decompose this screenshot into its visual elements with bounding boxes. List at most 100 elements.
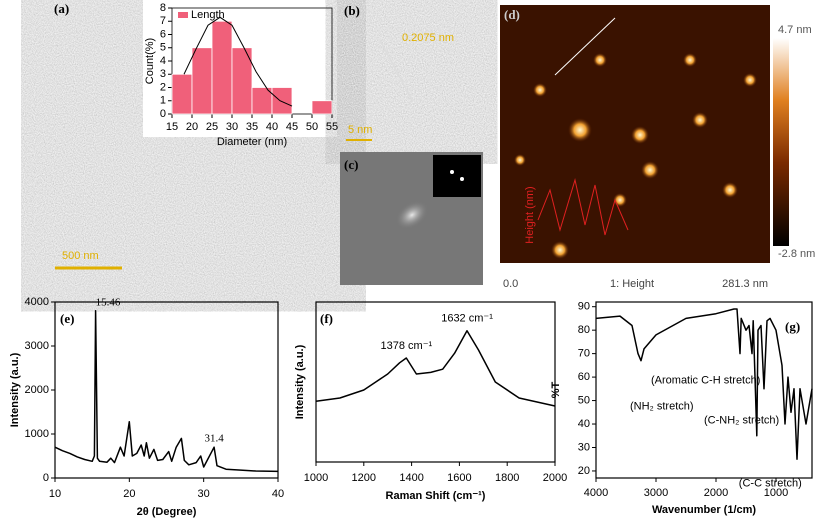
y-tick-label: 20 — [578, 465, 590, 477]
y-tick-label: 2000 — [25, 384, 49, 396]
x-tick-label: 45 — [286, 121, 298, 133]
plot-frame — [54, 301, 279, 479]
colorbar — [773, 38, 789, 246]
y-tick-label: 50 — [578, 394, 590, 406]
plot-frame — [315, 301, 556, 463]
y-tick-label: 1 — [160, 95, 166, 107]
y-tick-label: 0 — [160, 108, 166, 120]
d-spacing: 0.2075 nm — [402, 32, 454, 44]
fft-glow — [395, 200, 429, 230]
plot-frame — [595, 301, 813, 479]
bar — [171, 73, 193, 115]
x-tick-label: 2000 — [704, 487, 728, 499]
fft-inset — [433, 155, 481, 197]
panel-label: (g) — [785, 319, 800, 334]
panel-label: (c) — [344, 157, 358, 172]
x-tick-label: 40 — [272, 488, 284, 500]
annotation: (C-C stretch) — [739, 477, 802, 489]
x-tick-label: 20 — [123, 488, 135, 500]
bar — [191, 47, 213, 115]
x-tick-label: 50 — [306, 121, 318, 133]
bar — [211, 20, 233, 115]
spot — [460, 177, 464, 181]
y-tick-label: 70 — [578, 348, 590, 360]
x-axis-label: 2θ (Degree) — [137, 506, 197, 518]
bar — [311, 100, 333, 115]
y-tick-label: 3000 — [25, 340, 49, 352]
x-tick-label: 1400 — [399, 472, 423, 484]
y-tick-label: 60 — [578, 371, 590, 383]
colorbar-min: -2.8 nm — [778, 248, 815, 260]
colorbar-max: 4.7 nm — [778, 24, 812, 36]
annotation: 31.4 — [204, 433, 224, 445]
line — [595, 308, 813, 460]
x-tick-label: 25 — [206, 121, 218, 133]
y-tick-label: 3 — [160, 68, 166, 80]
bar — [271, 87, 293, 115]
x-tick-label: 55 — [326, 121, 338, 133]
y-tick-label: 90 — [578, 301, 590, 313]
lattice-line — [379, 39, 413, 101]
hrtem-image — [340, 0, 483, 149]
y-tick-label: 2 — [160, 81, 166, 93]
y-tick-label: 0 — [43, 472, 49, 484]
x-tick-label: 30 — [226, 121, 238, 133]
inset-y-label: Height (nm) — [524, 186, 536, 243]
y-tick-label: 5 — [160, 42, 166, 54]
scale-label: 500 nm — [62, 250, 99, 262]
y-tick-label: 7 — [160, 15, 166, 27]
x-start: 0.0 — [503, 278, 518, 290]
panel-label: (b) — [344, 3, 360, 18]
panel-label: (d) — [504, 7, 520, 22]
height-profile — [537, 178, 629, 236]
panel-label: (e) — [60, 311, 74, 326]
x-tick-label: 1000 — [764, 487, 788, 499]
y-axis-label: Intensity (a.u.) — [9, 352, 21, 427]
annotation: (C-NH₂ stretch) — [704, 414, 779, 426]
x-tick-label: 1600 — [447, 472, 471, 484]
afm-spots — [514, 53, 757, 259]
y-axis-label: Count(%) — [144, 38, 156, 84]
annotation: 1378 cm⁻¹ — [381, 340, 433, 352]
y-tick-label: 80 — [578, 324, 590, 336]
x-tick-label: 30 — [198, 488, 210, 500]
x-tick-label: 1800 — [495, 472, 519, 484]
panel-label: (a) — [54, 1, 69, 16]
legend-label: Length — [191, 9, 225, 21]
y-tick-label: 6 — [160, 28, 166, 40]
x-end: 281.3 nm — [722, 278, 768, 290]
x-axis-label: Diameter (nm) — [217, 136, 287, 148]
annotation: 1632 cm⁻¹ — [441, 313, 493, 325]
y-tick-label: 40 — [578, 418, 590, 430]
x-tick-label: 3000 — [644, 487, 668, 499]
scale-label: 5 nm — [348, 124, 372, 136]
panel-label: (f) — [320, 311, 333, 326]
legend-swatch — [178, 12, 188, 18]
profile-line — [554, 17, 616, 76]
y-tick-label: 4000 — [25, 296, 49, 308]
x-tick-label: 2000 — [543, 472, 567, 484]
y-tick-label: 4 — [160, 55, 166, 67]
bar — [231, 47, 253, 115]
x-tick-label: 10 — [49, 488, 61, 500]
channel: 1: Height — [610, 278, 654, 290]
annotation: (NH₂ stretch) — [630, 401, 694, 413]
x-tick-label: 20 — [186, 121, 198, 133]
x-tick-label: 1200 — [352, 472, 376, 484]
line — [54, 310, 279, 473]
line — [315, 330, 556, 407]
x-tick-label: 1000 — [304, 472, 328, 484]
y-tick-label: 1000 — [25, 428, 49, 440]
x-axis-label: Raman Shift (cm⁻¹) — [386, 490, 486, 502]
y-axis-label: Intensity (a.u.) — [294, 344, 306, 419]
y-tick-label: 30 — [578, 441, 590, 453]
fit-curve — [183, 16, 293, 107]
y-tick-label: 8 — [160, 2, 166, 14]
x-tick-label: 40 — [266, 121, 278, 133]
x-tick-label: 35 — [246, 121, 258, 133]
x-tick-label: 15 — [166, 121, 178, 133]
annotation: (Aromatic C-H stretch) — [651, 374, 760, 386]
x-tick-label: 4000 — [584, 487, 608, 499]
spot — [450, 170, 454, 174]
